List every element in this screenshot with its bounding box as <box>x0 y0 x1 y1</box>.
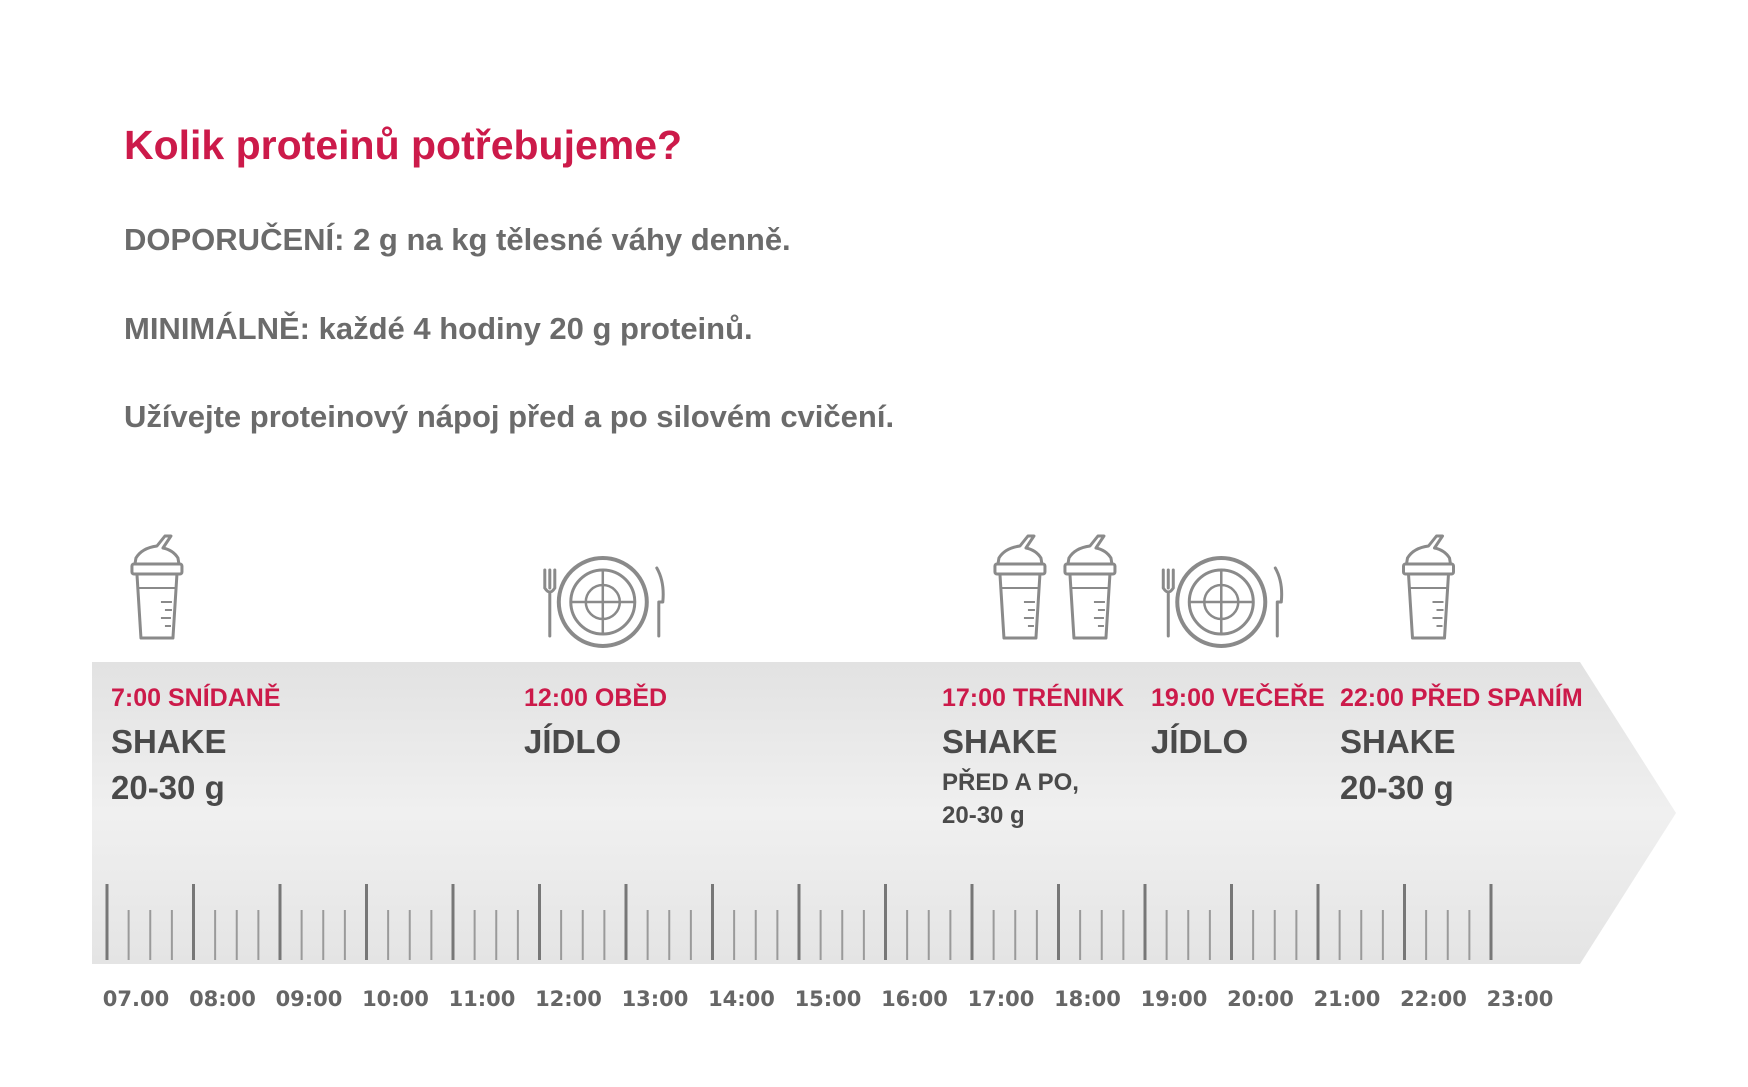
timeline-arrow <box>92 662 1676 964</box>
event-time-label: 12:00 OBĚD <box>524 684 668 712</box>
shaker-icon <box>1402 534 1455 640</box>
minimum-text: MINIMÁLNĚ: každé 4 hodiny 20 g proteinů. <box>124 311 753 346</box>
hour-label: 22:00 <box>1400 987 1467 1011</box>
recommendation-text: DOPORUČENÍ: 2 g na kg tělesné váhy denně… <box>124 222 791 257</box>
event-type: JÍDLO <box>1151 723 1249 760</box>
hour-label: 13:00 <box>622 987 689 1011</box>
ticks-layer <box>105 884 1493 960</box>
event-type: SHAKE <box>111 723 227 760</box>
event-type: JÍDLO <box>524 723 622 760</box>
event-type: SHAKE <box>1340 723 1456 760</box>
shaker-icon <box>130 534 184 640</box>
hour-label: 10:00 <box>362 987 429 1011</box>
hour-labels: 07.00 08:00 09:00 10:00 11:00 12:00 13:00 14:00… <box>103 987 1554 1011</box>
hour-label: 12:00 <box>535 987 602 1011</box>
event-time-label: 17:00 TRÉNINK <box>942 684 1124 712</box>
hour-label: 16:00 <box>881 987 948 1011</box>
hour-label: 09:00 <box>276 987 343 1011</box>
hour-label: 17:00 <box>968 987 1035 1011</box>
event-lunch: 12:00 OBĚD JÍDLO <box>524 682 667 764</box>
event-note-line1: PŘED A PO, <box>942 769 1079 796</box>
event-amount: 20-30 g <box>1340 769 1454 806</box>
hour-label: 21:00 <box>1314 987 1381 1011</box>
page-title: Kolik proteinů potřebujeme? <box>124 122 683 168</box>
shaker-icon <box>1063 534 1117 640</box>
event-dinner: 19:00 VEČEŘE JÍDLO <box>1151 682 1325 764</box>
hour-label: 23:00 <box>1487 987 1554 1011</box>
event-amount: 20-30 g <box>111 769 225 806</box>
event-training: 17:00 TRÉNINK SHAKE PŘED A PO, 20-30 g <box>942 682 1124 832</box>
event-breakfast: 7:00 SNÍDANĚ SHAKE 20-30 g <box>111 682 281 810</box>
hour-label: 20:00 <box>1227 987 1294 1011</box>
event-time-label: 19:00 VEČEŘE <box>1151 684 1325 712</box>
plate-icon <box>1161 556 1284 648</box>
hour-label: 08:00 <box>189 987 256 1011</box>
event-bedtime: 22:00 PŘED SPANÍM SHAKE 20-30 g <box>1340 682 1583 810</box>
event-time-label: 22:00 PŘED SPANÍM <box>1340 684 1583 712</box>
advice-text: Užívejte proteinový nápoj před a po silo… <box>124 399 895 434</box>
hour-label: 11:00 <box>449 987 516 1011</box>
plate-icon <box>542 556 666 648</box>
event-type: SHAKE <box>942 723 1058 760</box>
event-note-line2: 20-30 g <box>942 802 1025 829</box>
icons-layer <box>130 534 1455 648</box>
hour-label: 19:00 <box>1141 987 1208 1011</box>
hour-label: 14:00 <box>708 987 775 1011</box>
timeline-diagram: 07.00 08:00 09:00 10:00 11:00 12:00 13:00 14:00… <box>92 534 1676 1011</box>
hour-label: 15:00 <box>795 987 862 1011</box>
hour-label: 18:00 <box>1054 987 1121 1011</box>
shaker-icon <box>993 534 1047 640</box>
event-time-label: 7:00 SNÍDANĚ <box>111 684 281 712</box>
hour-label: 07.00 <box>103 987 169 1011</box>
